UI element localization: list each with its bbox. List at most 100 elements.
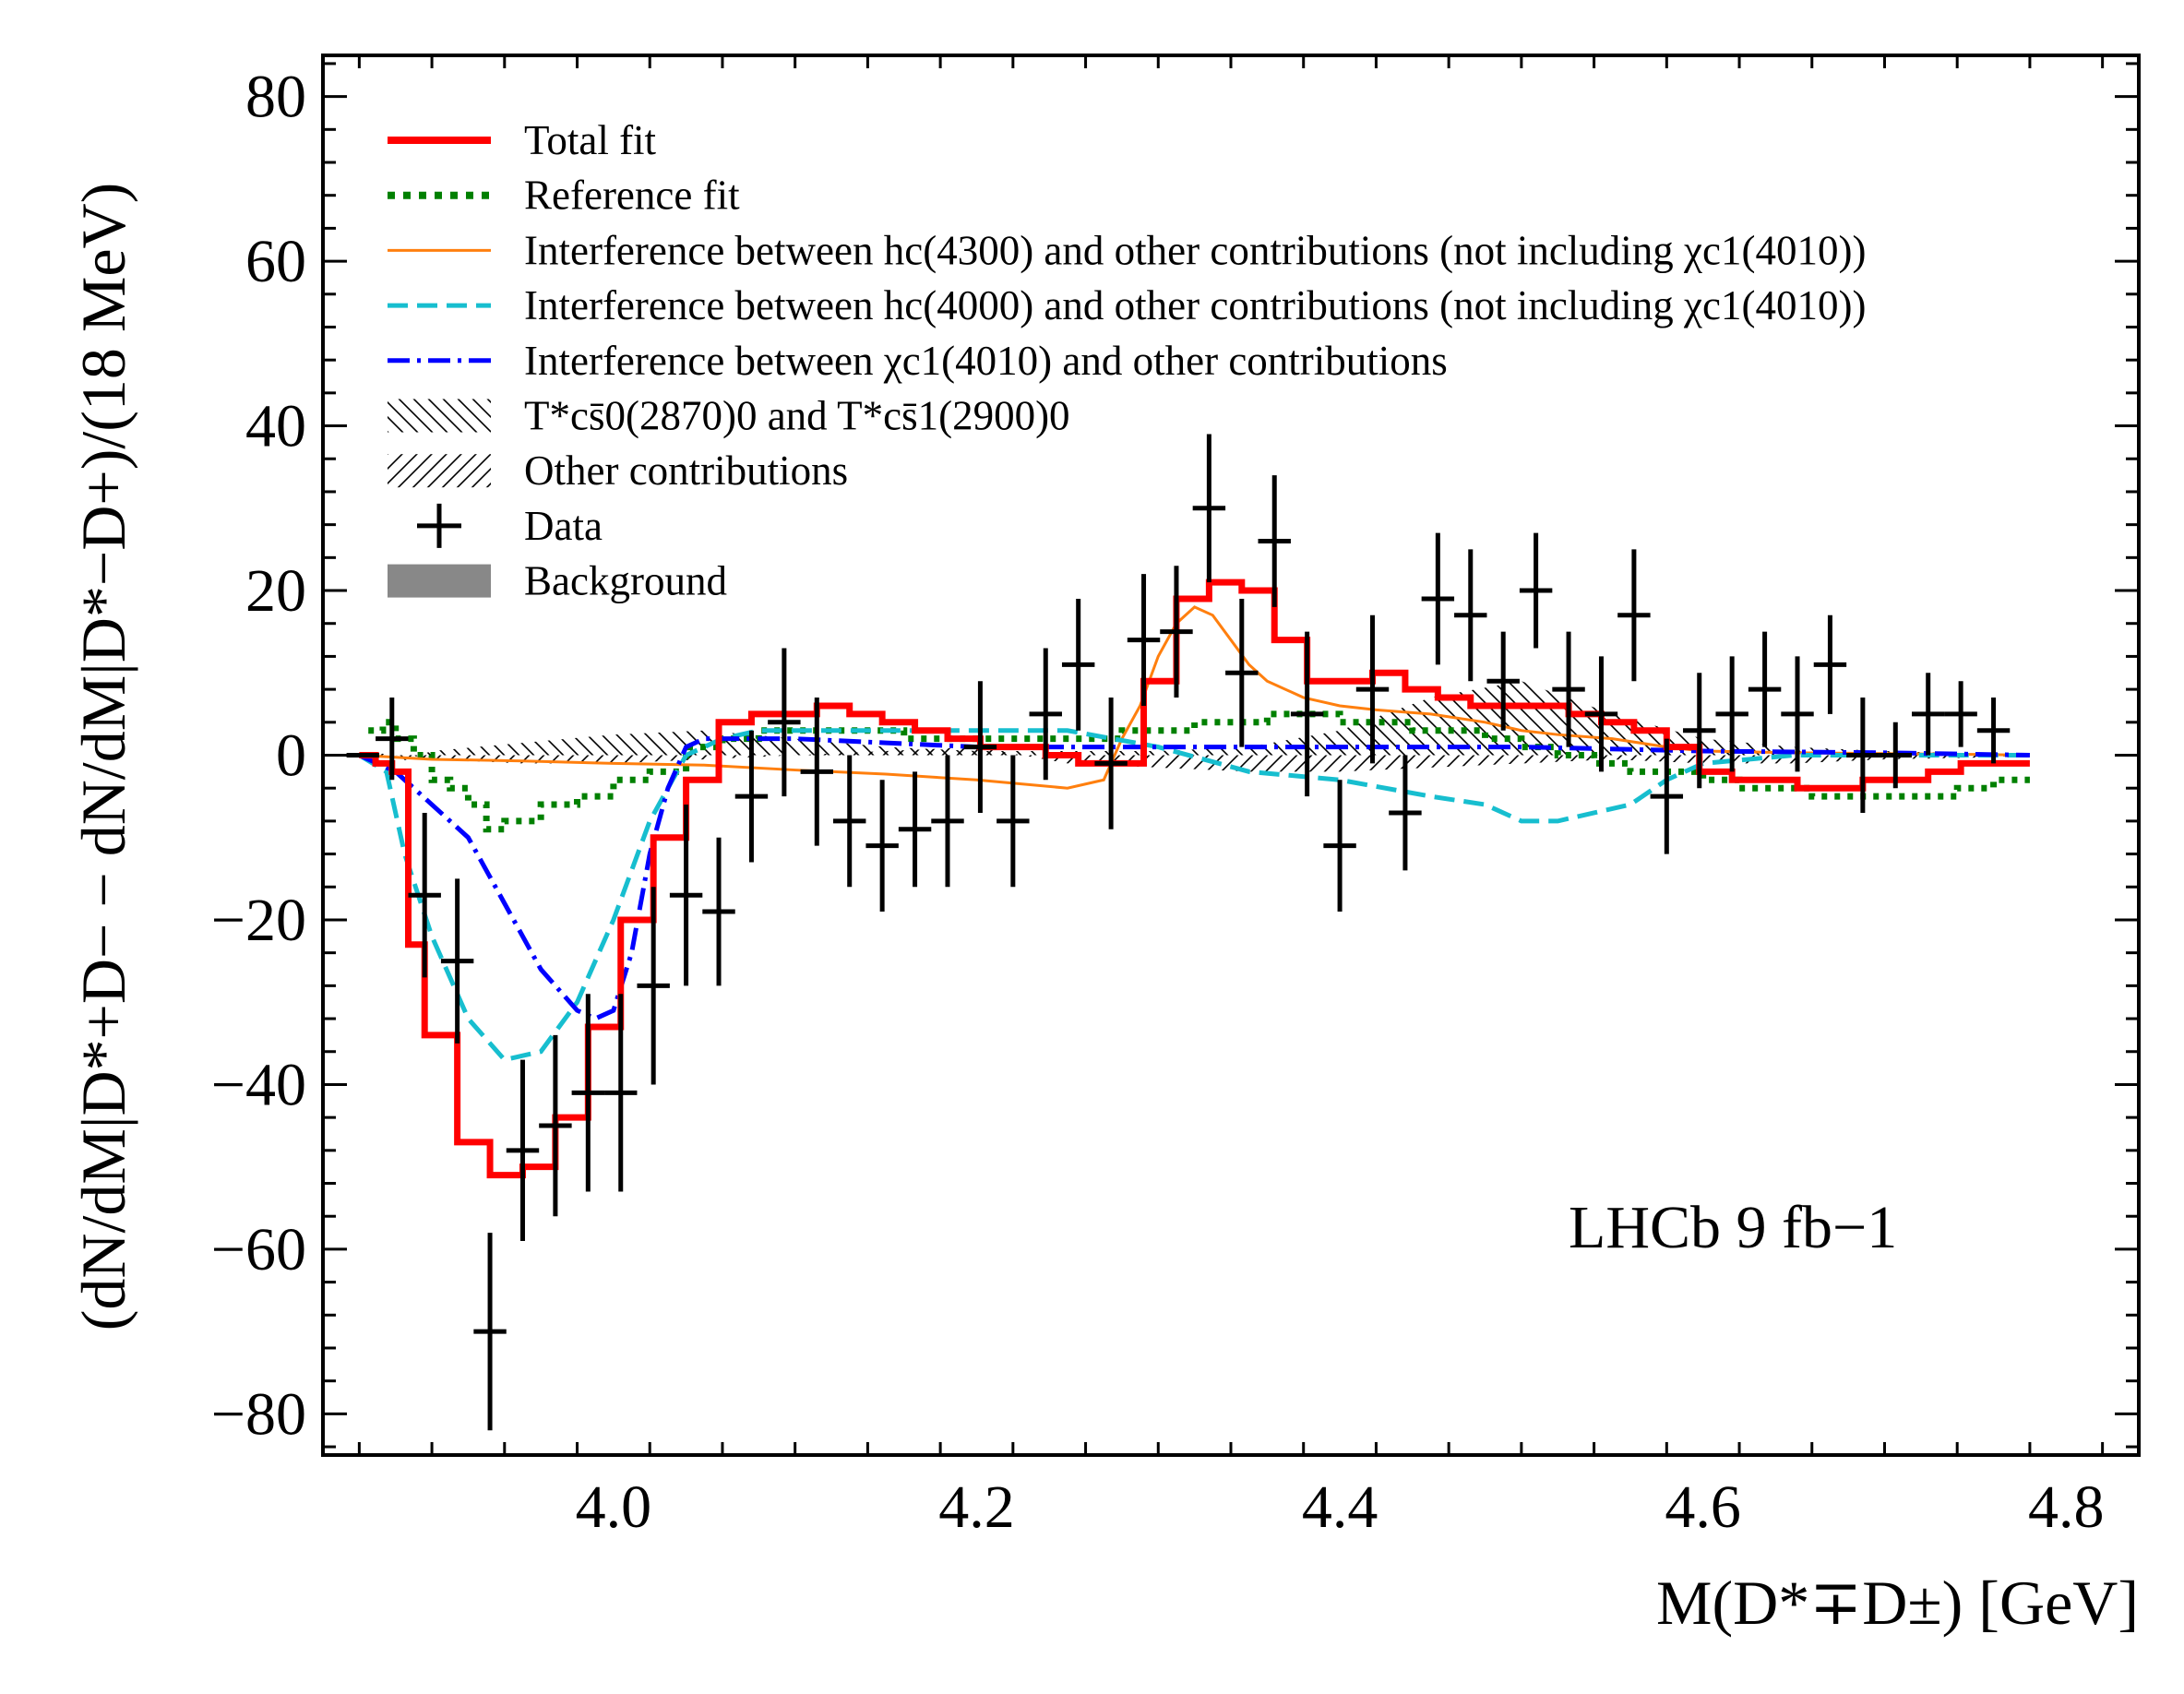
legend-swatch-tcs (388, 399, 491, 433)
data-point (1552, 631, 1585, 747)
data-point (931, 755, 964, 888)
data-point (571, 994, 605, 1192)
legend-label-other: Other contributions (524, 447, 848, 494)
data-point (702, 837, 735, 986)
data-point (1813, 614, 1847, 714)
data-point (1486, 631, 1520, 731)
data-point (1355, 614, 1390, 764)
plot-area (346, 434, 2030, 1431)
legend-label-reference: Reference fit (524, 173, 740, 219)
legend-entry-other: Other contributions (388, 447, 848, 494)
data-point (1127, 574, 1161, 706)
y-tick-label: −40 (211, 1051, 306, 1118)
data-point (408, 812, 441, 978)
data-point (1846, 698, 1880, 813)
data-point (1061, 598, 1095, 731)
legend-entry-tcs: T*cs̄0(2870)0 and T*cs̄1(2900)0 (388, 393, 1070, 439)
y-axis-title: (dN/dM|D*+D− − dN/dM|D*−D+)/(18 MeV) (68, 183, 138, 1331)
tick-labels: 4.0 4.2 4.4 4.6 4.8 −80 −60 −40 −20 0 20 40 60 80 (211, 64, 2105, 1541)
reference-fit-curve (368, 710, 2030, 833)
y-tick-label: 0 (276, 722, 306, 790)
x-tick-label: 4.6 (1665, 1473, 1741, 1541)
data-point (1944, 681, 1977, 747)
data-point (1519, 532, 1553, 649)
data-point (637, 887, 670, 1085)
data-point (1617, 549, 1651, 682)
legend-entry-hc4000: Interference between hc(4000) and other … (388, 282, 1866, 328)
legend: Total fit Reference fit Interference betwe… (388, 117, 1866, 604)
data-point (1290, 631, 1324, 797)
y-tick-label: 40 (245, 393, 306, 460)
data-point (669, 805, 703, 986)
data-point (1192, 434, 1226, 583)
y-tick-label: −60 (211, 1216, 306, 1283)
data-point (1650, 738, 1684, 854)
legend-label-data: Data (524, 503, 603, 549)
data-point (1683, 673, 1716, 789)
legend-label-total: Total fit (524, 117, 657, 163)
data-point (1389, 755, 1422, 871)
data-point (473, 1233, 507, 1431)
data-point (1715, 656, 1748, 772)
total-fit-curve (359, 579, 2030, 1179)
data-point (1454, 549, 1487, 682)
other-hatch-area (359, 746, 2030, 772)
x-tick-label: 4.8 (2028, 1473, 2105, 1541)
y-tick-label: −80 (211, 1380, 306, 1448)
data-point (1879, 722, 1912, 789)
data-point (1976, 698, 2011, 764)
data-point (376, 698, 409, 781)
data-point (1584, 656, 1618, 772)
legend-swatch-other (388, 454, 491, 488)
data-point (800, 698, 834, 846)
data-point (1781, 656, 1814, 772)
x-tick-label: 4.0 (576, 1473, 652, 1541)
legend-entry-data: Data (417, 503, 603, 549)
legend-label-chic1: Interference between χc1(4010) and other… (524, 338, 1448, 384)
data-point (1029, 648, 1062, 781)
legend-entry-background: Background (388, 558, 727, 604)
y-tick-label: −20 (211, 887, 306, 954)
data-point (1160, 566, 1193, 698)
data-point (963, 681, 997, 813)
data-point (506, 1059, 540, 1241)
data-point (768, 648, 801, 797)
y-tick-label: 20 (245, 557, 306, 625)
axis-ticks (323, 55, 2139, 1455)
data-point (1258, 475, 1291, 607)
data-point (997, 755, 1030, 888)
data-point (1748, 631, 1782, 747)
data-point (865, 780, 899, 913)
y-tick-label: 80 (245, 64, 306, 131)
legend-label-hc4300: Interference between hc(4300) and other … (524, 227, 1866, 273)
data-point (604, 994, 638, 1192)
data-point (1225, 598, 1259, 747)
data-point (734, 730, 769, 863)
legend-entry-chic1: Interference between χc1(4010) and other… (388, 338, 1448, 384)
data-point (833, 755, 866, 888)
legend-entry-reference: Reference fit (388, 173, 740, 219)
legend-swatch-background (388, 564, 491, 598)
lhcb-annotation: LHCb 9 fb−1 (1569, 1194, 1897, 1261)
hc4000-interference-curve (358, 728, 2030, 1063)
x-tick-label: 4.4 (1302, 1473, 1378, 1541)
legend-label-tcs: T*cs̄0(2870)0 and T*cs̄1(2900)0 (524, 393, 1070, 439)
data-point (1323, 780, 1356, 913)
y-tick-label: 60 (245, 228, 306, 295)
data-point (1421, 532, 1455, 665)
data-point (440, 878, 474, 1044)
data-point (1094, 698, 1128, 829)
legend-entry-hc4300: Interference between hc(4300) and other … (388, 227, 1866, 273)
x-tick-label: 4.2 (938, 1473, 1015, 1541)
legend-label-hc4000: Interference between hc(4000) and other … (524, 282, 1866, 328)
chic1-interference-curve (358, 736, 2030, 1021)
x-axis-title: M(D*∓D±) [GeV] (1656, 1568, 2139, 1638)
data-point (898, 771, 932, 888)
data-point (1912, 673, 1945, 756)
data-point (539, 1034, 572, 1217)
legend-entry-total: Total fit (388, 117, 657, 163)
tcs-hatch-area (395, 681, 2030, 764)
legend-label-background: Background (524, 558, 727, 604)
plot-frame (321, 54, 2141, 1457)
